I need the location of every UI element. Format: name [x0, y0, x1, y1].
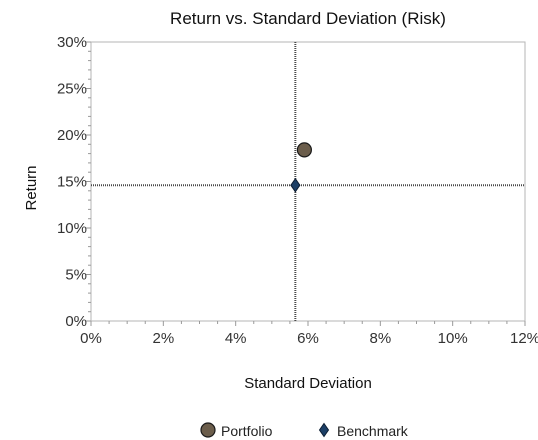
x-tick-label: 4%	[225, 330, 247, 347]
y-tick-label: 15%	[57, 174, 87, 191]
y-axis-label: Return	[23, 165, 40, 210]
portfolio-point	[296, 142, 312, 158]
plot-frame	[90, 41, 526, 322]
x-tick-label: 12%	[510, 330, 538, 347]
x-axis-label: Standard Deviation	[244, 375, 372, 392]
data-points	[290, 142, 312, 193]
benchmark-legend-label: Benchmark	[337, 423, 409, 439]
y-axis-ticks: 0% 5% 10% 15% 20% 25% 30%	[57, 34, 87, 330]
chart-title: Return vs. Standard Deviation (Risk)	[170, 9, 446, 28]
x-tick-label: 10%	[438, 330, 468, 347]
plot-area	[86, 41, 526, 326]
x-axis-ticks: 0% 2% 4% 6% 8% 10% 12%	[80, 330, 538, 347]
y-tick-label: 0%	[65, 313, 87, 330]
benchmark-point	[290, 177, 301, 193]
y-tick-label: 10%	[57, 220, 87, 237]
x-tick-label: 2%	[152, 330, 174, 347]
x-tick-label: 0%	[80, 330, 102, 347]
y-tick-label: 20%	[57, 127, 87, 144]
benchmark-legend-marker	[318, 422, 330, 438]
y-tick-label: 30%	[57, 34, 87, 51]
minor-ticks	[86, 41, 526, 326]
y-tick-label: 5%	[65, 267, 87, 284]
portfolio-legend-marker	[200, 422, 216, 438]
y-tick-label: 25%	[57, 81, 87, 98]
x-tick-label: 8%	[369, 330, 391, 347]
legend: Portfolio Benchmark	[200, 422, 409, 439]
portfolio-legend-label: Portfolio	[221, 423, 273, 439]
reference-lines	[91, 42, 525, 321]
x-tick-label: 6%	[297, 330, 319, 347]
